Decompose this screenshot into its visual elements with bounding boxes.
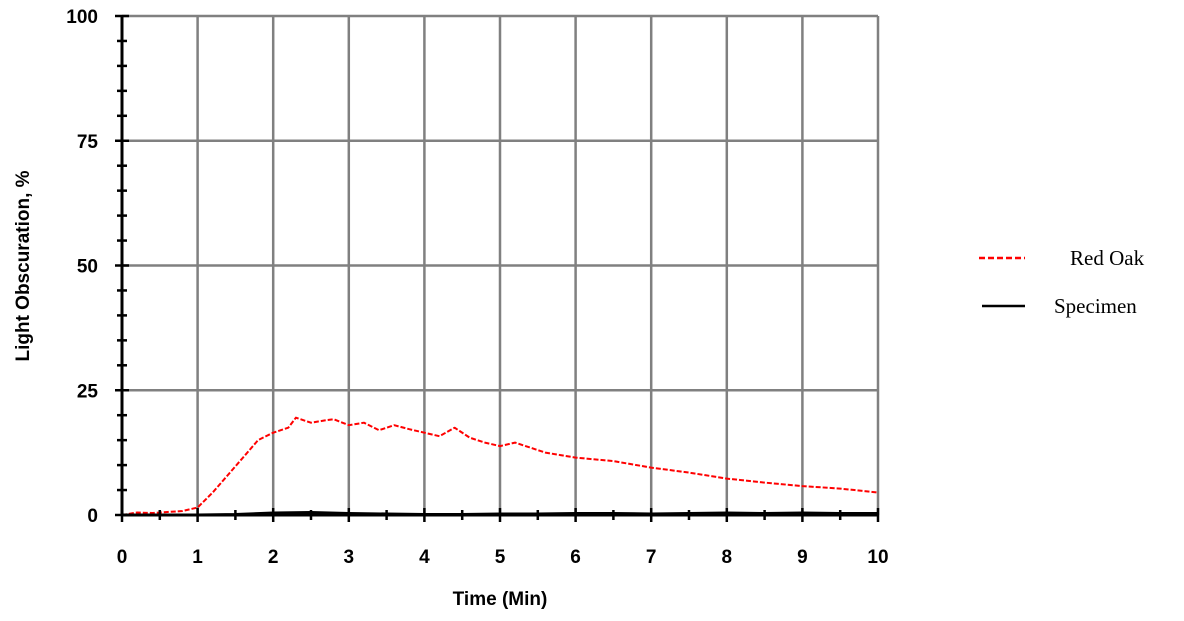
x-tick-label-4: 4: [419, 547, 430, 568]
axis-layer: [115, 14, 880, 522]
y-axis-title: Light Obscuration, %: [13, 170, 34, 361]
grid-layer: [122, 14, 880, 515]
legend-label-specimen: Specimen: [1054, 294, 1137, 318]
y-tick-label-50: 50: [77, 257, 98, 278]
x-tick-label-7: 7: [646, 547, 657, 568]
x-tick-label-5: 5: [495, 547, 506, 568]
x-axis-title: Time (Min): [453, 589, 548, 610]
x-tick-label-0: 0: [117, 547, 128, 568]
series-line-red-oak: [121, 416, 879, 516]
labels-layer: 0 25 50 75 100 0 1 2 3 4 5 6 7 8 9 10: [66, 7, 888, 568]
legend-label-red-oak: Red Oak: [1070, 246, 1145, 270]
y-tick-label-0: 0: [87, 506, 98, 527]
x-tick-label-8: 8: [722, 547, 733, 568]
y-tick-label-25: 25: [77, 381, 99, 402]
x-tick-label-3: 3: [344, 547, 355, 568]
x-tick-label-6: 6: [570, 547, 581, 568]
y-tick-label-75: 75: [77, 132, 99, 153]
x-tick-label-2: 2: [268, 547, 279, 568]
x-tick-label-1: 1: [192, 547, 203, 568]
x-tick-label-9: 9: [797, 547, 808, 568]
y-tick-label-100: 100: [66, 7, 98, 28]
legend: Red Oak Specimen: [979, 246, 1145, 318]
x-tick-label-10: 10: [867, 547, 888, 568]
